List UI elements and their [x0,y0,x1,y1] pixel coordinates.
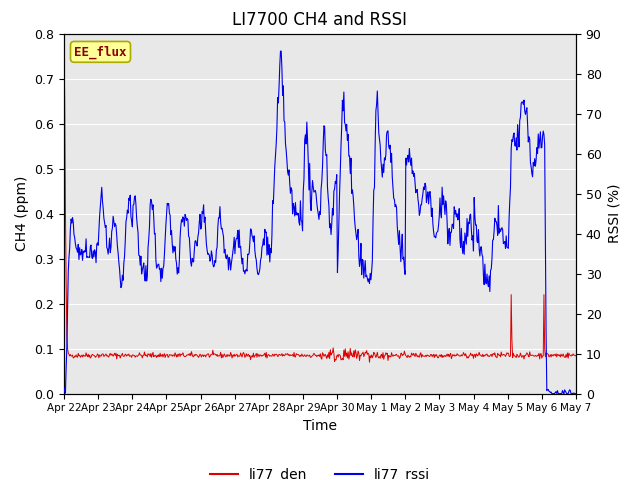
Title: LI7700 CH4 and RSSI: LI7700 CH4 and RSSI [232,11,408,29]
X-axis label: Time: Time [303,419,337,433]
Text: EE_flux: EE_flux [74,45,127,59]
Legend: li77_den, li77_rssi: li77_den, li77_rssi [204,462,436,480]
Y-axis label: RSSI (%): RSSI (%) [607,184,621,243]
Y-axis label: CH4 (ppm): CH4 (ppm) [15,176,29,252]
